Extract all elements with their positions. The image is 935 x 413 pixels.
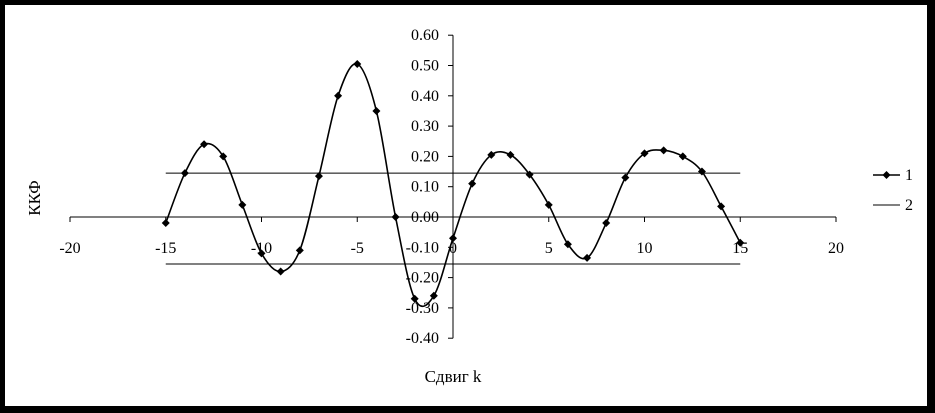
- y-tick-label: 0.30: [411, 118, 439, 135]
- x-tick-label: 0: [449, 240, 457, 257]
- y-tick-label: 0.40: [411, 88, 439, 105]
- series-1-point: [659, 146, 668, 155]
- chart-frame: -20 -15 -10 -5 0 5 10 15 20 0.60 0.50 0.40 0.30 0.20…: [5, 5, 927, 406]
- y-tick-label: 0.10: [411, 179, 439, 196]
- x-tick-label: 5: [545, 240, 553, 257]
- x-tick-label: -10: [251, 240, 272, 257]
- series-1-point: [295, 246, 304, 255]
- series-1-point: [697, 167, 706, 176]
- series-1-point: [314, 172, 323, 181]
- x-tick-label: 20: [828, 240, 844, 257]
- series-1-point: [449, 234, 457, 243]
- x-tick-label: 15: [732, 240, 748, 257]
- series-1-point: [276, 267, 285, 276]
- series-1-point: [621, 173, 630, 182]
- series-1-point: [334, 91, 343, 100]
- series-1-point: [563, 240, 572, 249]
- series-1-point: [161, 219, 170, 228]
- x-tick-label: 10: [637, 240, 653, 257]
- series-1-point: [257, 249, 266, 258]
- y-tick-label: -0.20: [406, 270, 439, 287]
- y-tick-label: 0.00: [411, 209, 439, 226]
- y-axis-label: ККФ: [25, 180, 44, 215]
- y-tick-label: -0.30: [406, 300, 439, 317]
- x-axis-label: Сдвиг k: [425, 367, 482, 386]
- x-tick-label: -5: [351, 240, 364, 257]
- series-1-point: [429, 291, 438, 300]
- series-1-point: [219, 152, 228, 161]
- series-1-point: [468, 179, 477, 188]
- legend-marker-1: [882, 171, 891, 179]
- x-tick-label: -20: [59, 240, 80, 257]
- x-tick-label: -15: [155, 240, 176, 257]
- legend-label-2: 2: [905, 197, 913, 214]
- series-1-point: [583, 253, 592, 262]
- series-1-point: [238, 200, 247, 209]
- series-1-point: [544, 200, 553, 209]
- series-1-point: [525, 170, 534, 179]
- chart-canvas: -20 -15 -10 -5 0 5 10 15 20 0.60 0.50 0.40 0.30 0.20…: [25, 27, 913, 386]
- legend-label-1: 1: [905, 167, 913, 184]
- y-tick-label: -0.40: [406, 330, 439, 347]
- y-tick-label: -0.10: [406, 239, 439, 256]
- series-1-point: [506, 150, 515, 159]
- series-1-point: [200, 140, 209, 149]
- series-1-point: [372, 106, 381, 115]
- y-tick-label: 0.50: [411, 58, 439, 75]
- series-1-point: [391, 213, 400, 221]
- y-tick-label: 0.60: [411, 27, 439, 44]
- series-1-point: [640, 149, 649, 158]
- series-1-point: [717, 202, 726, 211]
- series-1-point: [678, 152, 687, 161]
- series-1-point: [602, 219, 611, 228]
- y-tick-label: 0.20: [411, 148, 439, 165]
- series-1-point: [353, 59, 362, 68]
- series-1-point: [180, 169, 189, 178]
- series-1-point: [487, 150, 496, 159]
- series-1-point: [410, 294, 419, 303]
- series-1-point: [736, 238, 745, 247]
